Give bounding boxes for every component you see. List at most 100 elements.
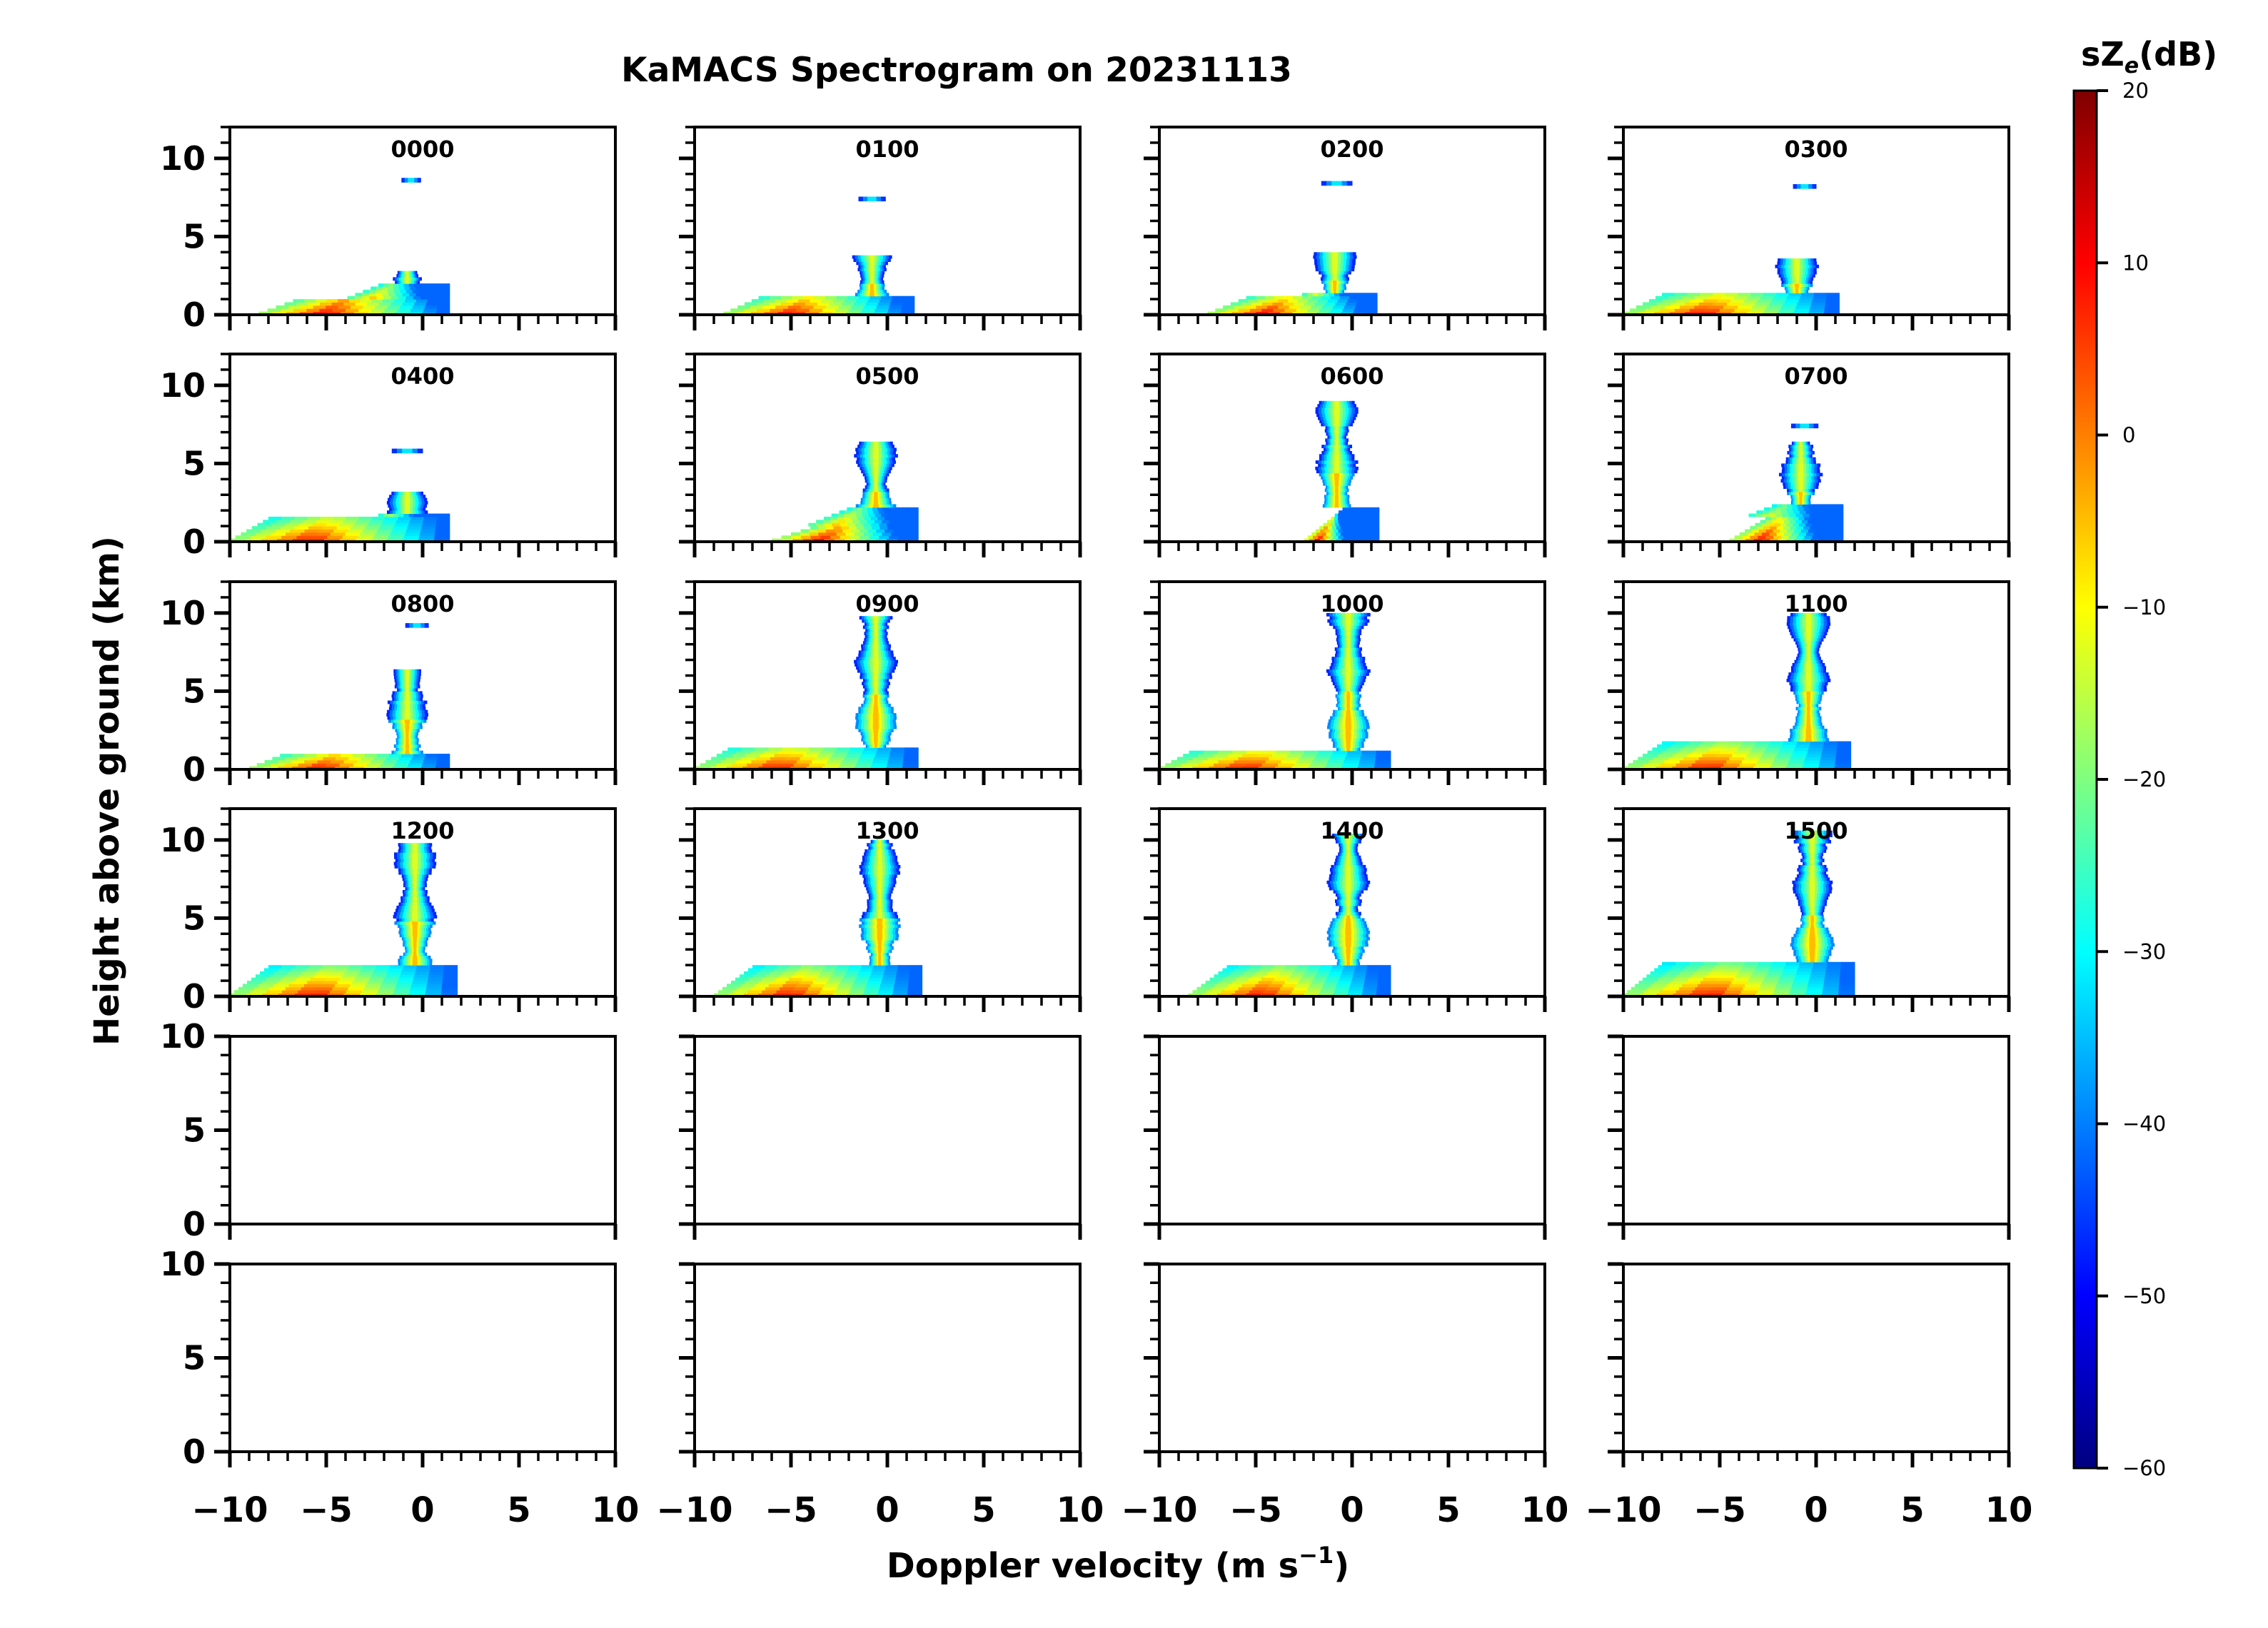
spectrum-cell xyxy=(879,271,882,275)
spectrum-cell xyxy=(883,641,886,645)
spectrum-cell xyxy=(1331,274,1334,278)
spectrum-cell xyxy=(875,277,877,281)
spectrum-cell xyxy=(1336,448,1339,452)
spectrum-cell xyxy=(394,697,397,702)
spectrum-cell xyxy=(865,734,868,739)
spectrum-cell xyxy=(1349,697,1352,702)
panel-0600: 0600 xyxy=(1144,353,1547,557)
spectrum-cell xyxy=(1780,271,1783,275)
spectrum-cell xyxy=(1341,516,1346,520)
spectrum-cell xyxy=(1284,308,1297,313)
spectrum-cell xyxy=(867,637,870,642)
spectrum-cell xyxy=(1340,497,1343,502)
spectrum-cell xyxy=(316,520,331,524)
spectrum-layer-cell xyxy=(881,196,886,202)
spectrum-cell xyxy=(879,488,882,492)
spectrum-cell xyxy=(870,488,873,492)
spectrum-cell xyxy=(1800,529,1809,533)
spectrum-cell xyxy=(870,713,874,717)
spectrum-cell xyxy=(1750,293,1764,297)
spectrum-cell xyxy=(408,522,423,527)
spectrum-cell xyxy=(1344,697,1347,702)
spectrum-cell xyxy=(1238,308,1251,313)
spectrum-cell xyxy=(858,729,862,732)
spectrum-cell xyxy=(1792,504,1798,508)
spectrum-cell xyxy=(1352,252,1356,256)
spectrum-cell xyxy=(377,529,392,533)
spectrum-cell xyxy=(407,510,410,515)
spectrum-cell xyxy=(867,460,871,464)
spectrum-cell xyxy=(880,707,884,711)
spectrum-cell xyxy=(903,520,912,524)
spectrum-cell xyxy=(1668,295,1683,300)
spectrum-cell xyxy=(856,719,860,723)
spectrum-cell xyxy=(1792,463,1796,467)
spectrum-cell xyxy=(1246,750,1261,754)
spectrum-cell xyxy=(871,497,875,502)
spectrum-cell xyxy=(1780,507,1788,511)
spectrum-cell xyxy=(443,289,450,293)
spectrum-cell xyxy=(413,277,416,281)
spectrum-cell xyxy=(875,688,878,692)
spectrum-cell xyxy=(1351,662,1354,667)
spectrum-cell xyxy=(873,729,877,732)
spectrum-cell xyxy=(1339,644,1341,648)
spectrum-cell xyxy=(1346,697,1349,702)
spectrum-cell xyxy=(1331,261,1336,266)
spectrum-cell xyxy=(863,738,866,742)
spectrum-cell xyxy=(858,653,862,657)
spectrum-cell xyxy=(1344,482,1347,486)
spectrum-cell xyxy=(1346,675,1349,679)
spectrum-cell xyxy=(1792,445,1795,448)
spectrum-cell xyxy=(311,763,326,767)
spectrum-cell xyxy=(1781,283,1784,288)
spectrum-cell xyxy=(886,497,889,502)
spectrum-cell xyxy=(883,463,887,467)
spectrum-cell xyxy=(1340,700,1343,704)
y-tick-label: 10 xyxy=(160,139,206,178)
spectrum-cell xyxy=(1354,672,1358,676)
spectrum-cell xyxy=(420,703,423,707)
spectrum-cell xyxy=(1348,628,1351,632)
spectrum-cell xyxy=(1343,445,1346,448)
spectrum-cell xyxy=(393,504,397,508)
spectrum-cell xyxy=(1289,750,1305,754)
spectrum-cell xyxy=(1353,520,1358,524)
spectrum-cell xyxy=(413,747,416,752)
spectrum-cell xyxy=(1812,491,1815,495)
spectrum-cell xyxy=(1829,513,1837,517)
spectrum-cell xyxy=(415,495,418,499)
spectrum-cell xyxy=(800,529,810,533)
spectrum-cell xyxy=(1324,488,1327,492)
spectrum-cell xyxy=(1370,510,1374,515)
spectrum-cell xyxy=(1327,495,1330,499)
spectrum-cell xyxy=(1351,719,1355,723)
spectrum-cell xyxy=(1792,283,1795,288)
spectrum-cell xyxy=(1803,491,1805,495)
spectrum-cell xyxy=(1816,472,1820,477)
spectrum-cell xyxy=(1802,271,1806,275)
spectrum-cell xyxy=(1334,407,1337,411)
spectrum-cell xyxy=(292,766,307,769)
spectrum-cell xyxy=(399,672,402,676)
spectrum-cell xyxy=(868,485,870,489)
spectrum-cell xyxy=(760,754,775,757)
spectrum-cell xyxy=(1786,274,1790,278)
spectrum-cell xyxy=(1324,501,1326,505)
spectrum-cell xyxy=(892,529,902,533)
spectrum-cell xyxy=(877,619,880,623)
spectrum-cell xyxy=(880,475,883,480)
spectrum-cell xyxy=(778,750,793,754)
spectrum-cell xyxy=(1331,754,1347,757)
spectrum-cell xyxy=(1374,526,1380,530)
spectrum-cell xyxy=(1376,750,1391,754)
spectrum-cell xyxy=(892,507,899,511)
spectrum-cell xyxy=(407,738,410,742)
spectrum-cell xyxy=(1781,470,1785,474)
spectrum-cell xyxy=(418,750,421,754)
spectrum-cell xyxy=(411,277,414,281)
spectrum-cell xyxy=(1338,429,1341,433)
spectrum-cell xyxy=(1815,529,1823,533)
spectrum-cell xyxy=(877,255,881,259)
spectrum-cell xyxy=(415,729,418,732)
